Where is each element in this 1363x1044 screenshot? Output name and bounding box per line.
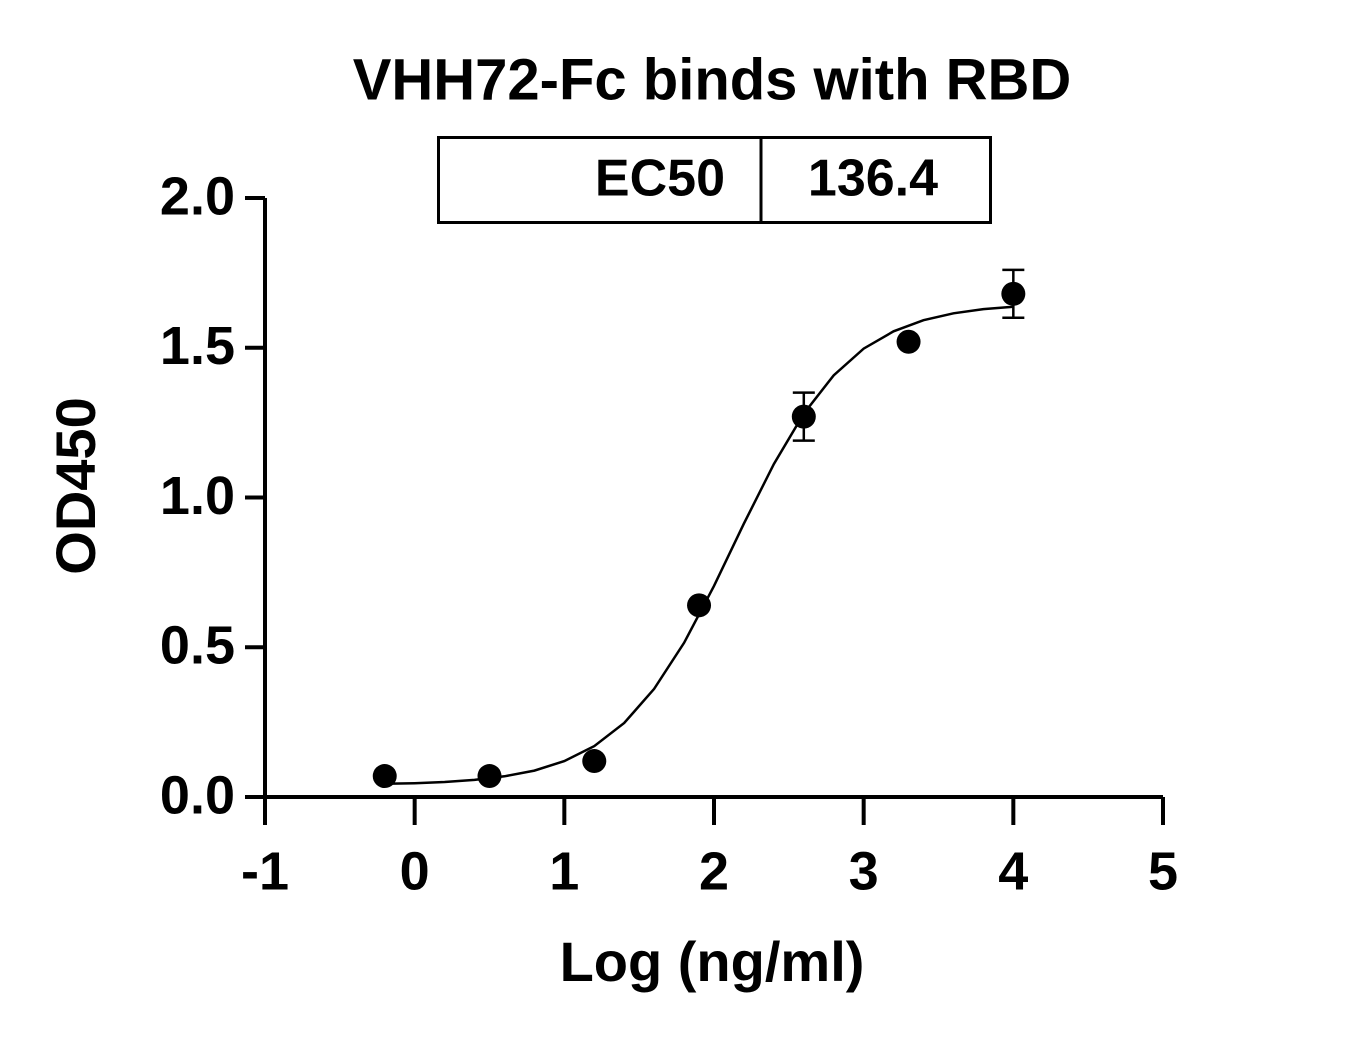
data-point [896, 329, 921, 354]
x-tick-label: 3 [849, 841, 879, 901]
y-tick-label: 0.0 [160, 765, 235, 825]
data-point [687, 593, 712, 618]
data-point [372, 764, 397, 789]
x-axis-label: Log (ng/ml) [560, 930, 865, 993]
y-tick-label: 0.5 [160, 616, 235, 676]
data-point [1001, 281, 1026, 306]
x-tick-label: 4 [998, 841, 1028, 901]
x-tick-label: -1 [241, 841, 289, 901]
x-tick-label: 0 [400, 841, 430, 901]
y-tick-label: 1.5 [160, 316, 235, 376]
y-tick-label: 1.0 [160, 466, 235, 526]
data-point [791, 404, 816, 429]
y-axis-label: OD450 [44, 397, 107, 574]
y-tick-label: 2.0 [160, 166, 235, 226]
x-tick-label: 2 [699, 841, 729, 901]
data-point [582, 749, 607, 774]
chart-title: VHH72-Fc binds with RBD [353, 47, 1072, 112]
ec50-label: EC50 [595, 150, 725, 208]
x-tick-label: 1 [549, 841, 579, 901]
ec50-value: 136.4 [808, 150, 938, 208]
data-point [477, 764, 502, 789]
ec50-box [437, 136, 992, 224]
x-tick-label: 5 [1148, 841, 1178, 901]
